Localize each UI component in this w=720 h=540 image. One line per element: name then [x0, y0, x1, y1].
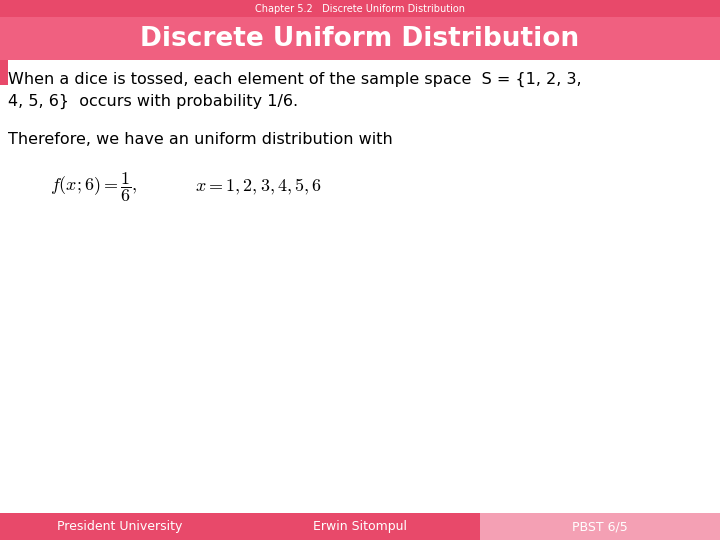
Bar: [0, 513, 240, 540]
Text: Therefore, we have an uniform distribution with: Therefore, we have an uniform distributi…: [8, 132, 392, 147]
Text: Erwin Sitompul: Erwin Sitompul: [313, 520, 407, 533]
Text: President University: President University: [58, 520, 183, 533]
Bar: [0, 60, 8, 85]
Text: PBST 6/5: PBST 6/5: [572, 520, 628, 533]
Text: When a dice is tossed, each element of the sample space  S = {1, 2, 3,: When a dice is tossed, each element of t…: [8, 72, 582, 87]
Text: Discrete Uniform Distribution: Discrete Uniform Distribution: [140, 25, 580, 51]
Text: 4, 5, 6}  occurs with probability 1/6.: 4, 5, 6} occurs with probability 1/6.: [8, 94, 298, 109]
Bar: [0, 17, 720, 60]
Text: Chapter 5.2   Discrete Uniform Distribution: Chapter 5.2 Discrete Uniform Distributio…: [255, 3, 465, 14]
Bar: [0, 0, 720, 17]
Text: $x = 1, 2, 3, 4, 5, 6$: $x = 1, 2, 3, 4, 5, 6$: [195, 177, 322, 197]
Bar: [240, 513, 480, 540]
Text: $f(x;6) = \dfrac{1}{6},$: $f(x;6) = \dfrac{1}{6},$: [50, 170, 138, 204]
Bar: [0, 60, 720, 513]
Bar: [480, 513, 720, 540]
